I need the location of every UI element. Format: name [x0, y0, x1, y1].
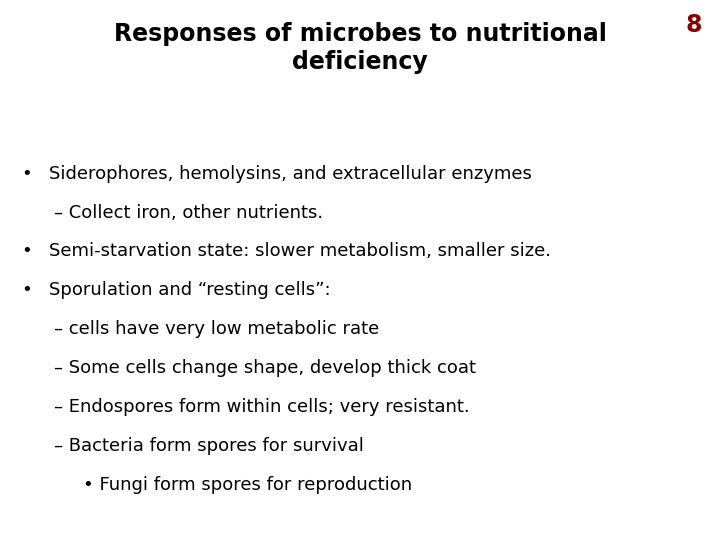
Text: Semi-starvation state: slower metabolism, smaller size.: Semi-starvation state: slower metabolism…: [49, 242, 551, 260]
Text: Responses of microbes to nutritional
deficiency: Responses of microbes to nutritional def…: [114, 22, 606, 75]
Text: Sporulation and “resting cells”:: Sporulation and “resting cells”:: [49, 281, 330, 299]
Text: •: •: [22, 242, 32, 260]
Text: – Collect iron, other nutrients.: – Collect iron, other nutrients.: [54, 204, 323, 221]
Text: Siderophores, hemolysins, and extracellular enzymes: Siderophores, hemolysins, and extracellu…: [49, 165, 532, 183]
Text: – Bacteria form spores for survival: – Bacteria form spores for survival: [54, 437, 364, 455]
Text: 8: 8: [685, 14, 702, 37]
Text: – Some cells change shape, develop thick coat: – Some cells change shape, develop thick…: [54, 359, 476, 377]
Text: •: •: [22, 281, 32, 299]
Text: •: •: [22, 165, 32, 183]
Text: – cells have very low metabolic rate: – cells have very low metabolic rate: [54, 320, 379, 338]
Text: – Endospores form within cells; very resistant.: – Endospores form within cells; very res…: [54, 398, 469, 416]
Text: • Fungi form spores for reproduction: • Fungi form spores for reproduction: [83, 476, 412, 494]
